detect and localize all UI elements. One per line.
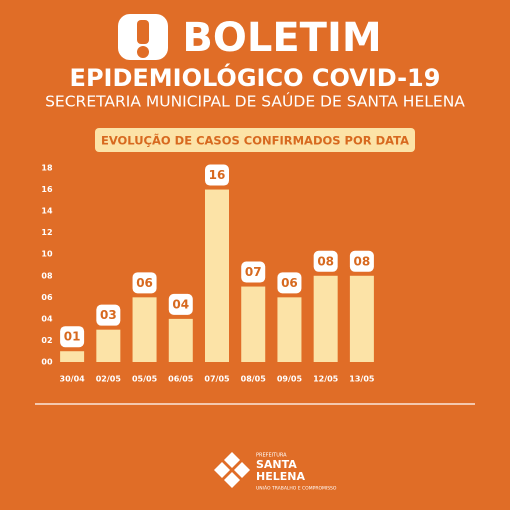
bar [60,351,85,362]
alert-icon [118,14,168,60]
value-label: 04 [172,297,189,311]
y-tick-label: 14 [41,207,53,216]
chart-title-banner [95,128,415,152]
x-tick-label: 02/05 [96,375,122,384]
value-label: 08 [317,254,334,268]
title: BOLETIM [182,15,381,61]
subtitle: EPIDEMIOLÓGICO COVID-19 [70,62,441,92]
x-tick-label: 06/05 [168,375,194,384]
y-tick-label: 18 [41,164,53,173]
bar [205,189,229,362]
value-badge [168,293,193,315]
value-badge [349,250,374,272]
logo: PREFEITURA SANTA HELENA UNIÃO TRABALHO E… [214,452,337,492]
y-tick-label: 12 [41,228,52,237]
y-tick-label: 06 [41,293,53,302]
value-label: 03 [100,308,117,322]
x-tick-label: 12/05 [313,375,339,384]
value-label: 06 [281,276,298,290]
y-tick-label: 16 [41,185,53,194]
bar [168,318,193,362]
bar [277,297,302,362]
department: SECRETARIA MUNICIPAL DE SAÚDE DE SANTA H… [45,92,465,111]
value-label: 16 [209,168,226,182]
x-tick-label: 05/05 [132,375,158,384]
bar [96,329,121,362]
x-tick-label: 08/05 [241,375,267,384]
value-badge [132,272,157,294]
bar [132,297,157,362]
x-tick-label: 09/05 [277,375,303,384]
y-tick-label: 10 [41,250,53,259]
value-label: 01 [64,330,81,344]
logo-slogan: UNIÃO TRABALHO E COMPROMISSO [256,485,337,492]
y-tick-label: 04 [41,314,53,323]
value-label: 07 [245,265,262,279]
value-badge [277,272,302,294]
value-label: 06 [136,276,153,290]
bar [241,286,266,362]
y-tick-label: 00 [41,358,53,367]
logo-text: PREFEITURA [256,453,287,459]
value-badge [313,250,338,272]
y-tick-label: 02 [41,336,52,345]
x-tick-label: 07/05 [204,375,230,384]
x-tick-label: 30/04 [60,375,86,384]
value-label: 08 [354,254,371,268]
bar [313,275,338,362]
logo-text: SANTA [256,458,297,471]
value-badge [96,304,121,326]
y-tick-label: 08 [41,271,53,280]
x-tick-label: 13/05 [349,375,375,384]
value-badge [60,326,85,348]
value-badge [241,261,266,283]
value-badge [205,164,229,186]
logo-text: HELENA [256,470,305,483]
bar [349,275,374,362]
chart-title: EVOLUÇÃO DE CASOS CONFIRMADOS POR DATA [101,133,409,148]
